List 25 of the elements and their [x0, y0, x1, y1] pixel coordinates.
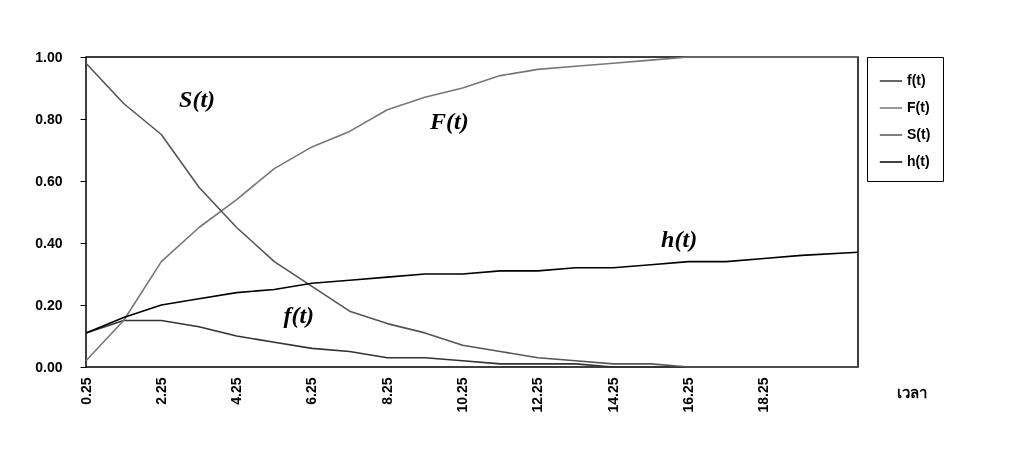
- annotation: f(t): [283, 301, 315, 328]
- x-tick-label: 12.25: [529, 377, 546, 413]
- x-tick-label: 14.25: [604, 377, 621, 413]
- legend-label: f(t): [907, 72, 926, 88]
- annotation: S(t): [179, 86, 216, 113]
- y-tick-label: 0.40: [35, 234, 63, 251]
- x-tick-label: 2.25: [152, 377, 169, 405]
- x-tick-label: 4.25: [228, 377, 245, 405]
- annotation: F(t): [429, 108, 469, 135]
- x-axis-title: เวลา: [896, 383, 927, 402]
- x-tick-label: 8.25: [378, 377, 395, 405]
- y-tick-label: 0.60: [35, 172, 63, 189]
- x-tick-label: 18.25: [755, 377, 772, 413]
- legend-label: h(t): [907, 153, 930, 169]
- x-tick-label: 6.25: [303, 377, 320, 405]
- legend-label: S(t): [907, 126, 931, 142]
- y-tick-label: 0.20: [35, 296, 63, 313]
- x-tick-label: 16.25: [680, 377, 697, 413]
- x-tick-label: 10.25: [454, 377, 471, 413]
- y-tick-label: 0.00: [35, 358, 63, 375]
- y-tick-label: 0.80: [35, 110, 63, 127]
- annotation: h(t): [661, 225, 698, 252]
- legend-label: F(t): [907, 99, 930, 115]
- x-tick-label: 0.25: [77, 377, 94, 405]
- y-tick-label: 1.00: [35, 48, 63, 65]
